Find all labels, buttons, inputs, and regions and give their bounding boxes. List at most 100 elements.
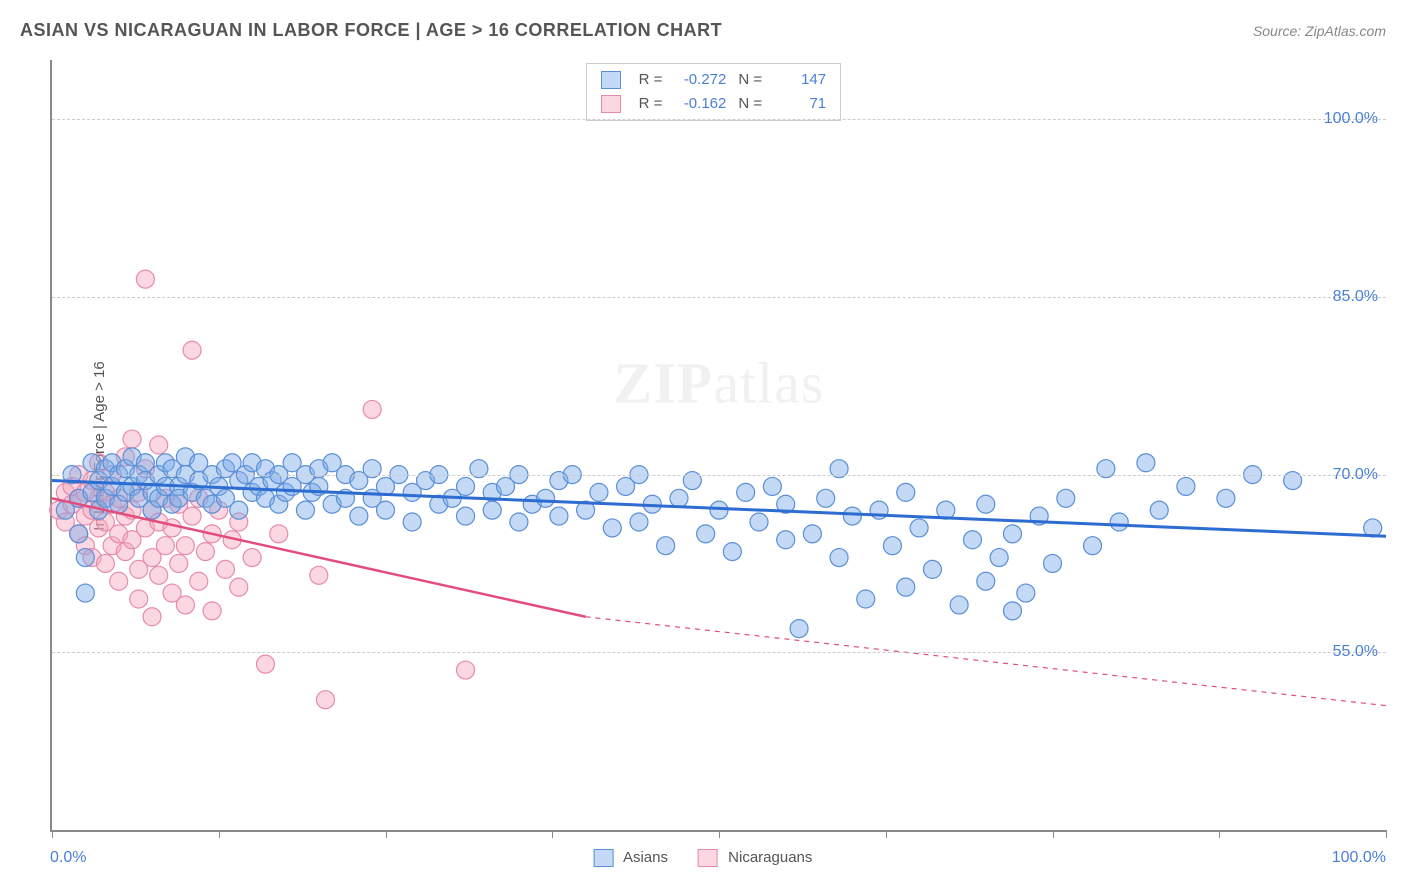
data-point [310,566,328,584]
data-point [230,501,248,519]
data-point [163,519,181,537]
data-point [963,531,981,549]
data-point [190,572,208,590]
legend-label-nicaraguans: Nicaraguans [728,849,812,866]
data-point [457,477,475,495]
x-tick [552,830,553,838]
data-point [316,691,334,709]
data-point [170,554,188,572]
data-point [183,341,201,359]
data-point [670,489,688,507]
data-point [883,537,901,555]
data-point [176,596,194,614]
legend-item-nicaraguans: Nicaraguans [698,849,812,867]
data-point [230,578,248,596]
data-point [537,489,555,507]
data-point [657,537,675,555]
legend-swatch-nicaraguans [698,849,718,867]
data-point [857,590,875,608]
data-point [377,501,395,519]
legend-item-asians: Asians [594,849,668,867]
data-point [910,519,928,537]
data-point [763,477,781,495]
y-tick-label: 100.0% [1324,110,1378,128]
data-point [990,549,1008,567]
trend-line [586,617,1386,706]
x-tick [1219,830,1220,838]
x-tick [1053,830,1054,838]
data-point [710,501,728,519]
data-point [123,430,141,448]
gridline-h [52,297,1386,298]
data-point [483,501,501,519]
data-point [183,507,201,525]
data-point [76,584,94,602]
gridline-h [52,119,1386,120]
data-point [977,495,995,513]
data-point [457,661,475,679]
data-point [977,572,995,590]
data-point [1003,602,1021,620]
data-point [176,537,194,555]
series-legend: Asians Nicaraguans [594,849,813,867]
x-min-label: 0.0% [50,849,86,867]
data-point [76,549,94,567]
data-point [457,507,475,525]
data-point [296,501,314,519]
data-point [817,489,835,507]
y-tick-label: 55.0% [1333,643,1378,661]
chart-header: ASIAN VS NICARAGUAN IN LABOR FORCE | AGE… [20,20,1386,41]
data-point [363,400,381,418]
y-tick-label: 85.0% [1333,288,1378,306]
data-point [697,525,715,543]
data-point [150,436,168,454]
legend-label-asians: Asians [623,849,668,866]
data-point [1057,489,1075,507]
data-point [1017,584,1035,602]
data-point [350,507,368,525]
data-point [1084,537,1102,555]
chart-plot-area: ZIPatlas R = -0.272 N = 147 R = -0.162 N… [50,60,1386,832]
x-max-label: 100.0% [1332,849,1386,867]
data-point [1137,454,1155,472]
data-point [403,513,421,531]
x-tick [52,830,53,838]
data-point [1217,489,1235,507]
data-point [1044,554,1062,572]
gridline-h [52,652,1386,653]
source-prefix: Source: [1253,23,1305,39]
data-point [96,554,114,572]
data-point [243,549,261,567]
data-point [130,590,148,608]
data-point [1110,513,1128,531]
data-point [803,525,821,543]
data-point [843,507,861,525]
data-point [550,507,568,525]
x-tick [1386,830,1387,838]
data-point [270,525,288,543]
data-point [897,483,915,501]
data-point [790,620,808,638]
source-name: ZipAtlas.com [1305,23,1386,39]
data-point [923,560,941,578]
chart-title: ASIAN VS NICARAGUAN IN LABOR FORCE | AGE… [20,20,722,41]
data-point [630,513,648,531]
y-tick-label: 70.0% [1333,466,1378,484]
x-tick [219,830,220,838]
gridline-h [52,475,1386,476]
data-point [603,519,621,537]
data-point [830,549,848,567]
data-point [590,483,608,501]
data-point [723,543,741,561]
source-attribution: Source: ZipAtlas.com [1253,23,1386,39]
x-tick [386,830,387,838]
data-point [750,513,768,531]
data-point [1003,525,1021,543]
data-point [150,566,168,584]
scatter-svg [52,60,1386,830]
data-point [256,655,274,673]
data-point [143,608,161,626]
data-point [203,602,221,620]
data-point [897,578,915,596]
x-tick [719,830,720,838]
